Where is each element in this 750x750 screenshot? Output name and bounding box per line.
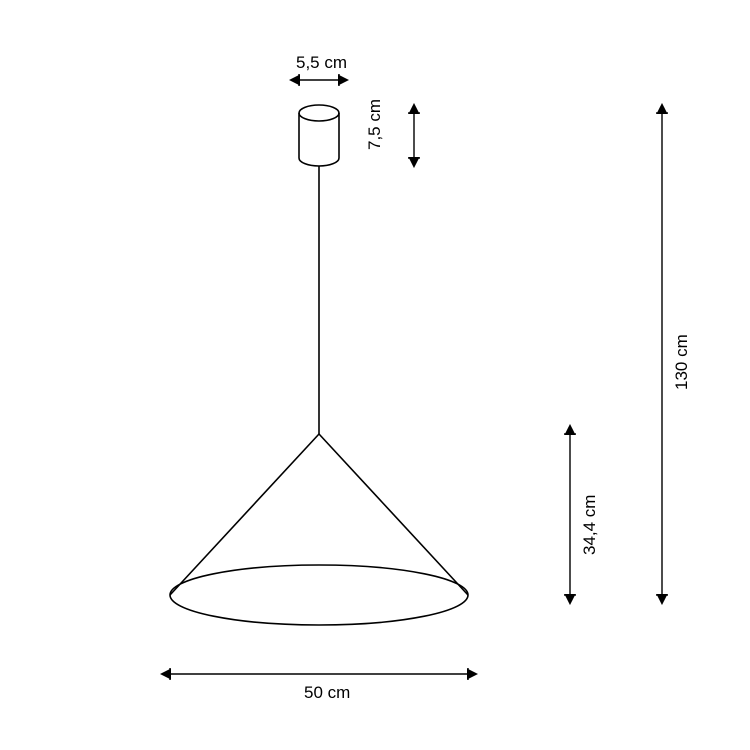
cone-right-edge: [319, 434, 468, 595]
cone-base-ellipse: [170, 565, 468, 625]
canopy-bottom-arc: [299, 158, 339, 166]
cone-left-edge: [170, 434, 319, 595]
canopy-top-ellipse: [299, 105, 339, 121]
dim-canopy-width-label: 5,5 cm: [296, 53, 347, 72]
dim-canopy-height-label: 7,5 cm: [365, 99, 384, 150]
dim-shade-width-label: 50 cm: [304, 683, 350, 702]
pendant-lamp-dimension-diagram: 5,5 cm 7,5 cm 50 cm 34,4 cm 130 cm: [0, 0, 750, 750]
dim-total-height-label: 130 cm: [672, 334, 691, 390]
dim-shade-height-label: 34,4 cm: [580, 495, 599, 555]
